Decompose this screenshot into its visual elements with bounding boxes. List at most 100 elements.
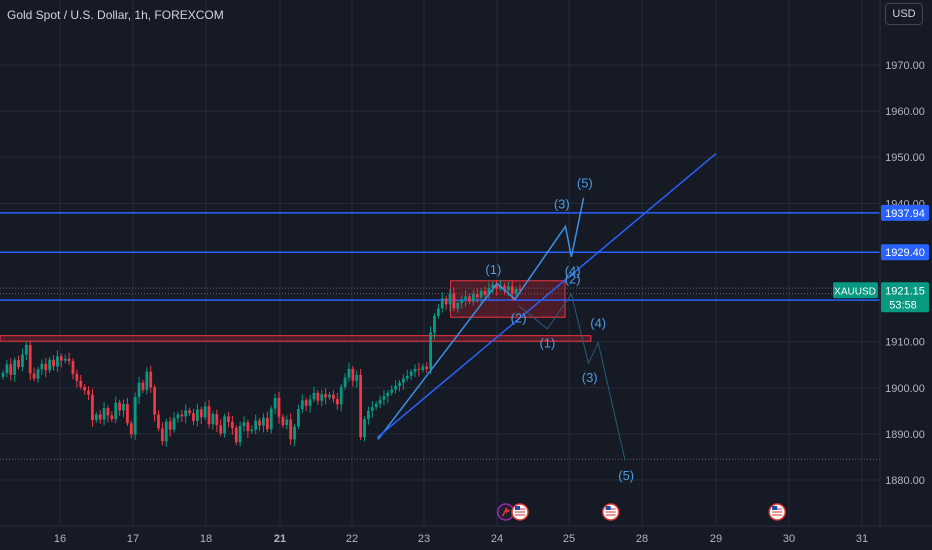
flag-canton	[772, 506, 778, 510]
candle-body	[36, 369, 40, 379]
candle-body	[475, 294, 479, 298]
candle-body	[83, 386, 87, 391]
candle-body	[125, 403, 129, 424]
candle-body	[28, 344, 32, 374]
candle-body	[13, 360, 17, 375]
price-tick-label: 1880.00	[885, 475, 925, 487]
us-flag-event-icon[interactable]	[601, 503, 620, 521]
candle-body	[122, 403, 125, 411]
wave-label-up: (5)	[577, 176, 593, 191]
alert-bolt	[502, 507, 511, 517]
wave-label-down: (5)	[618, 468, 634, 483]
wave-label-up: (1)	[485, 262, 501, 277]
candle-body	[468, 296, 471, 302]
candle-body	[98, 414, 102, 420]
candle-body	[102, 408, 106, 420]
candle-body	[215, 414, 219, 426]
candle-body	[471, 294, 475, 302]
candle-body	[63, 358, 67, 361]
candle-body	[106, 408, 110, 416]
candle-body	[269, 408, 273, 430]
candle-body	[491, 284, 495, 289]
candle-body	[487, 288, 491, 295]
line-price-tag	[881, 204, 929, 221]
candle-body	[281, 416, 285, 426]
candle-body	[386, 392, 390, 397]
candle-body	[164, 421, 168, 442]
grid	[0, 0, 880, 526]
candle-body	[192, 413, 195, 421]
candle-body	[199, 409, 203, 418]
candle-body	[297, 408, 300, 427]
candle-body	[374, 403, 378, 408]
candle-body	[52, 359, 55, 367]
candle-body	[91, 394, 94, 421]
candle-body	[75, 373, 79, 381]
price-tick-label: 1900.00	[885, 383, 925, 395]
candle-body	[370, 407, 374, 411]
us-flag-event-icon[interactable]	[768, 503, 786, 521]
candle-body	[347, 368, 351, 378]
candle-body	[195, 409, 199, 421]
candle-body	[141, 382, 145, 391]
time-tick-label: 28	[636, 533, 648, 545]
candle-body	[265, 417, 269, 430]
candle-body	[510, 286, 514, 294]
current-price-tag	[881, 282, 929, 313]
time-tick-label: 21	[274, 533, 286, 545]
price-axis-bg	[880, 0, 932, 550]
candle-body	[21, 354, 24, 368]
candle-body	[17, 360, 20, 368]
current-price-countdown: 53:58	[889, 299, 917, 311]
candle-body	[285, 419, 289, 426]
candle-body	[440, 298, 444, 309]
candle-body	[312, 392, 316, 400]
candle-body	[506, 286, 510, 291]
candle-body	[230, 421, 234, 428]
candle-body	[518, 289, 522, 291]
symbol-tag	[833, 282, 878, 299]
candle-body	[56, 356, 59, 367]
candle-body	[172, 418, 176, 430]
candle-body	[324, 394, 328, 398]
candle-body	[129, 423, 133, 435]
candle-body	[479, 290, 483, 298]
wave-label-down: (3)	[582, 370, 598, 385]
candle-body	[79, 380, 83, 387]
chart-title: Gold Spot / U.S. Dollar, 1h, FOREXCOM	[7, 8, 224, 22]
time-tick-label: 23	[418, 533, 430, 545]
candle-body	[157, 414, 160, 429]
candle-body	[382, 396, 386, 400]
horizontal-lines	[0, 212, 880, 460]
candle-body	[398, 382, 401, 386]
price-tick-label: 1910.00	[885, 337, 925, 349]
candle-body	[456, 302, 460, 309]
currency-button[interactable]: USD	[885, 3, 923, 25]
candle-body	[137, 382, 141, 397]
candle-body	[320, 394, 324, 401]
time-axis-bg	[0, 526, 932, 550]
candle-body	[503, 285, 506, 291]
candle-body	[351, 368, 355, 381]
candle-body	[207, 406, 211, 425]
candle-body	[366, 410, 370, 420]
wave-label-up: (4)	[565, 264, 581, 279]
candle-body	[211, 414, 215, 425]
wave-label-down: (4)	[590, 315, 606, 330]
us-flag-event-icon[interactable]	[511, 503, 529, 521]
candle-body	[67, 358, 71, 362]
candle-body	[425, 366, 429, 369]
candle-body	[203, 406, 207, 418]
flag-canton	[605, 506, 611, 510]
candle-body	[390, 389, 394, 393]
price-tick-label: 1950.00	[885, 152, 925, 164]
event-markers[interactable]	[496, 503, 786, 521]
candle-body	[5, 364, 9, 374]
time-tick-label: 18	[200, 533, 212, 545]
price-tick-label: 1960.00	[885, 106, 925, 118]
candle-body	[421, 366, 425, 370]
candle-body	[343, 377, 347, 387]
wave-label-up: (3)	[554, 196, 570, 211]
